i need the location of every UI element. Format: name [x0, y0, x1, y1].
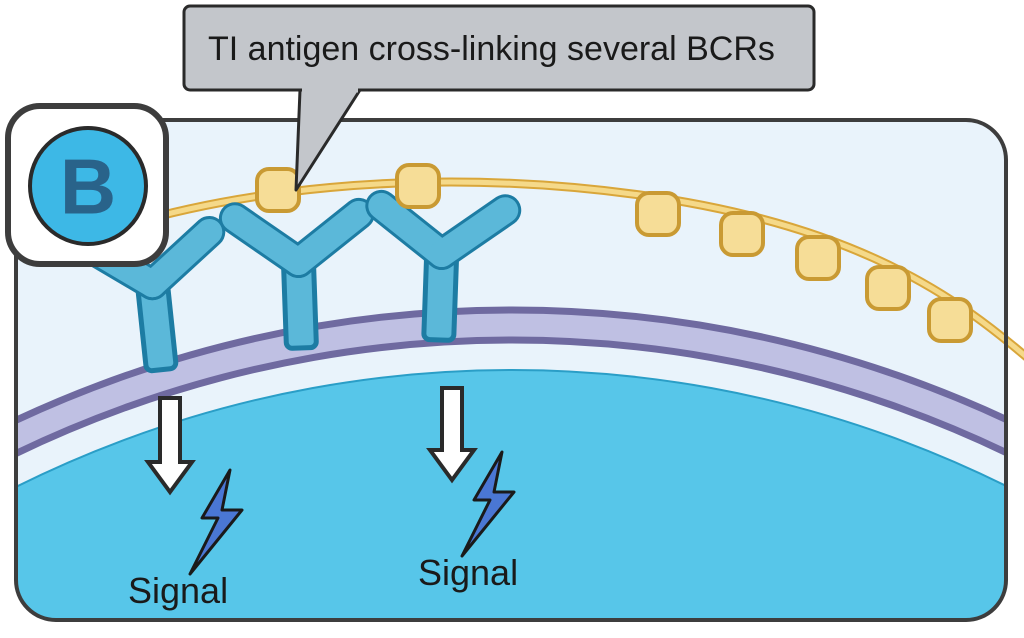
- badge-letter: B: [60, 142, 116, 230]
- panel-badge: B: [8, 106, 166, 264]
- diagram-stage: Signal Signal TI antigen cross-linking se…: [0, 0, 1024, 638]
- epitope: [867, 267, 909, 309]
- epitope: [929, 299, 971, 341]
- callout-text: TI antigen cross-linking several BCRs: [208, 30, 775, 68]
- diagram-svg: Signal Signal TI antigen cross-linking se…: [0, 0, 1024, 638]
- signal-label: Signal: [128, 570, 228, 611]
- epitope: [257, 169, 299, 211]
- epitope: [637, 193, 679, 235]
- epitope: [797, 237, 839, 279]
- signal-label: Signal: [418, 552, 518, 593]
- epitope: [721, 213, 763, 255]
- epitope: [397, 165, 439, 207]
